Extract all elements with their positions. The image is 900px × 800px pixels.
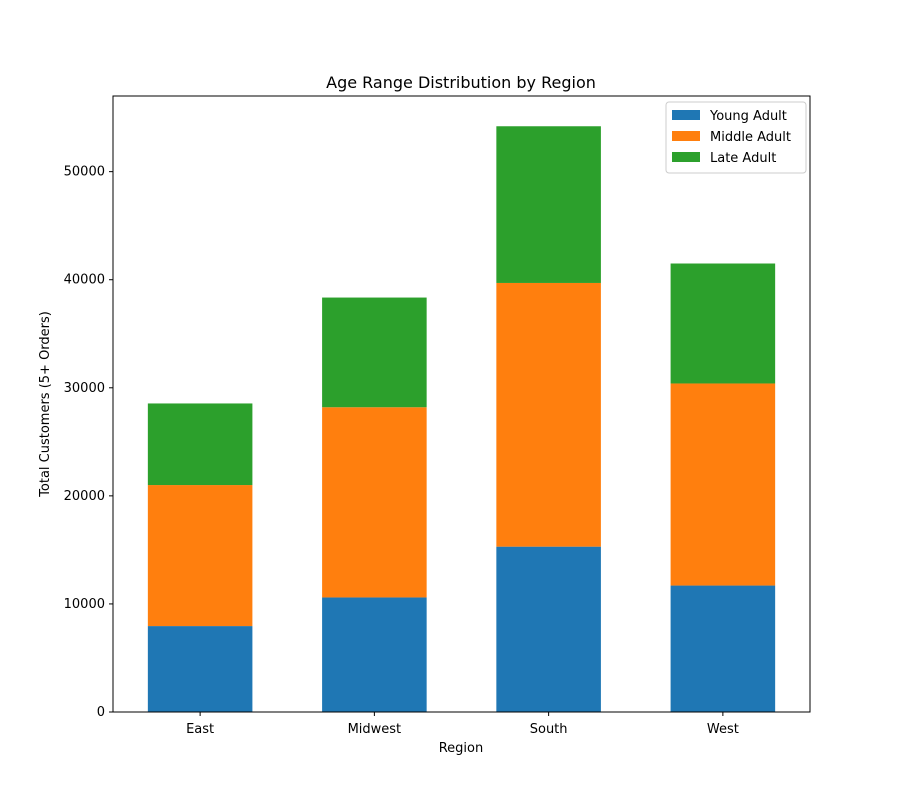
y-tick-label: 50000 <box>64 165 105 180</box>
bar-midwest-late-adult <box>322 297 427 408</box>
y-tick-label: 10000 <box>64 597 105 612</box>
bar-east-middle-adult <box>147 485 253 627</box>
x-axis-label: Region <box>439 741 484 756</box>
x-tick-label: Midwest <box>348 722 402 737</box>
bar-south-middle-adult <box>496 282 601 547</box>
bar-midwest-middle-adult <box>322 407 427 598</box>
y-axis: 0 10000 20000 30000 40000 50000 <box>64 165 113 720</box>
legend-label: Late Adult <box>710 151 776 166</box>
legend-swatch <box>672 152 700 162</box>
bar-west-late-adult <box>670 263 776 384</box>
legend-swatch <box>672 131 700 141</box>
legend-label: Middle Adult <box>710 130 791 145</box>
chart-title: Age Range Distribution by Region <box>326 73 596 92</box>
bar-west-young-adult <box>670 585 776 712</box>
legend-swatch <box>672 110 700 120</box>
legend: Young Adult Middle Adult Late Adult <box>665 101 807 174</box>
bar-midwest-young-adult <box>322 597 427 712</box>
y-tick-label: 20000 <box>64 489 105 504</box>
x-tick-label: East <box>186 722 214 737</box>
legend-box <box>665 101 807 174</box>
bar-west-middle-adult <box>670 383 776 586</box>
bar-east-late-adult <box>147 403 253 486</box>
bar-south-young-adult <box>496 546 601 712</box>
y-axis-label: Total Customers (5+ Orders) <box>38 311 53 498</box>
x-tick-label: South <box>530 722 568 737</box>
y-tick-label: 40000 <box>64 273 105 288</box>
legend-label: Young Adult <box>709 109 787 124</box>
bar-east-young-adult <box>147 626 253 712</box>
x-axis: East Midwest South West <box>186 712 739 737</box>
bars-group <box>147 126 776 712</box>
y-tick-label: 0 <box>97 705 105 720</box>
y-tick-label: 30000 <box>64 381 105 396</box>
x-tick-label: West <box>707 722 739 737</box>
bar-south-late-adult <box>496 126 601 283</box>
plot-frame <box>112 95 811 713</box>
